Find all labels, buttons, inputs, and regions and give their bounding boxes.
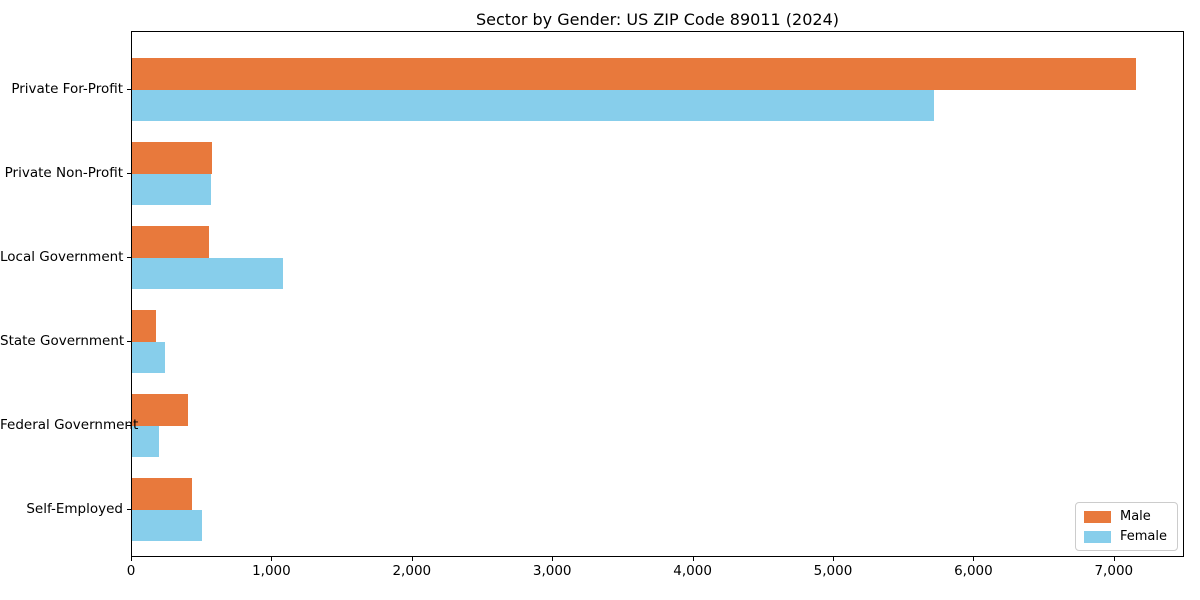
bar-female-self-employed <box>132 509 202 541</box>
x-tick-mark <box>973 557 975 561</box>
x-tick-label: 2,000 <box>392 563 432 579</box>
bar-female-federal-government <box>132 425 160 457</box>
y-category-label-self-employed: Self-Employed <box>26 500 123 517</box>
y-category-label-federal-government: Federal Government <box>0 416 139 433</box>
x-tick-label: 1,000 <box>252 563 291 579</box>
legend-swatch-male <box>1083 510 1111 523</box>
x-tick-mark <box>552 557 554 561</box>
x-tick-label: 6,000 <box>954 563 993 579</box>
bar-male-state-government <box>132 310 156 342</box>
bar-male-private-for-profit <box>132 58 1136 90</box>
x-tick-mark <box>131 557 132 561</box>
chart-title: Sector by Gender: US ZIP Code 89011 (202… <box>476 10 839 29</box>
y-tick-mark <box>127 88 131 90</box>
y-tick-mark <box>127 340 131 342</box>
bar-male-federal-government <box>132 394 189 426</box>
bar-male-local-government <box>132 226 209 258</box>
y-tick-mark <box>127 172 131 174</box>
bar-female-private-for-profit <box>132 89 934 121</box>
x-tick-mark <box>411 557 413 561</box>
y-tick-mark <box>127 256 131 258</box>
bar-female-private-non-profit <box>132 173 212 205</box>
x-tick-mark <box>1113 557 1115 561</box>
x-tick-mark <box>833 557 834 561</box>
x-tick-mark <box>271 557 273 561</box>
bar-male-self-employed <box>132 478 192 510</box>
legend-swatch-female <box>1083 530 1111 543</box>
x-tick-label: 7,000 <box>1094 563 1134 579</box>
y-tick-mark <box>127 508 131 510</box>
y-category-label-private-non-profit: Private Non-Profit <box>4 164 123 181</box>
x-tick-label: 4,000 <box>673 563 712 579</box>
bar-male-private-non-profit <box>132 142 213 174</box>
x-tick-mark <box>692 557 694 561</box>
legend-label-male: Male <box>1119 509 1151 524</box>
y-category-label-private-for-profit: Private For-Profit <box>11 80 123 97</box>
bar-female-state-government <box>132 341 166 373</box>
y-tick-mark <box>127 424 131 426</box>
x-tick-label: 5,000 <box>813 563 853 579</box>
x-tick-label: 0 <box>126 563 136 579</box>
legend-label-female: Female <box>1119 529 1167 544</box>
legend-item-female: Female <box>1083 529 1167 544</box>
y-category-label-local-government: Local Government <box>0 248 124 265</box>
y-category-label-state-government: State Government <box>0 332 125 349</box>
x-tick-label: 3,000 <box>532 563 572 579</box>
bar-female-local-government <box>132 257 283 289</box>
legend: Male Female <box>1074 502 1178 551</box>
legend-item-male: Male <box>1083 509 1167 524</box>
plot-area: Male Female <box>131 31 1184 557</box>
